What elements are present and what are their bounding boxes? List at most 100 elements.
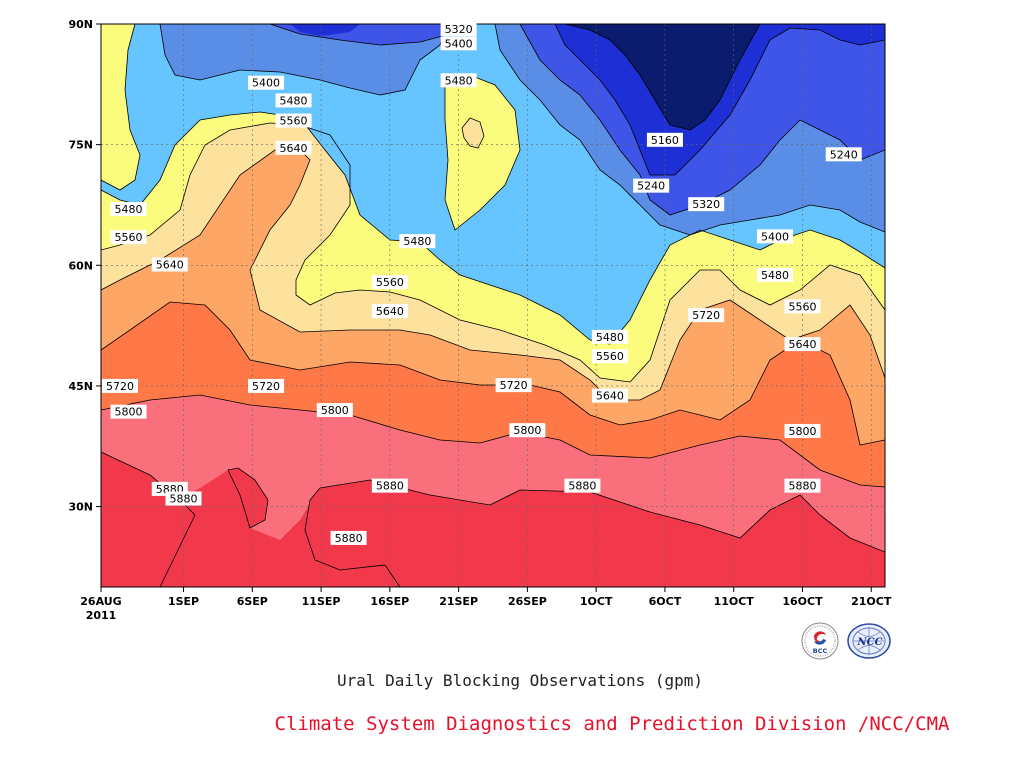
x-tick-label-11OCT: 11OCT (714, 595, 755, 608)
ncc-logo-text: NCC (856, 637, 882, 648)
contour-label-box (440, 22, 477, 36)
bcc-logo-text: BCC (813, 647, 828, 655)
contour-label-text: 5240 (637, 180, 665, 193)
contour-label-box (165, 491, 202, 506)
contour-label-text: 5400 (761, 230, 789, 243)
contour-label-5480: 5480 (110, 201, 147, 216)
contour-label-5720: 5720 (495, 378, 532, 393)
contour-5480 (101, 111, 885, 345)
contour-label-5720: 5720 (688, 308, 725, 323)
contour-label-text: 5560 (596, 350, 624, 363)
x-tick-label-26SEP: 26SEP (508, 595, 547, 608)
contour-label-box (371, 304, 408, 319)
x-tick-label-21OCT: 21OCT (851, 595, 892, 608)
contour-labels: 5320540054805400548055605640516052405240… (102, 22, 862, 545)
fill-band-5560-21sep-inner (462, 118, 484, 148)
contour-label-box (591, 388, 628, 403)
contour-label-box (509, 423, 546, 438)
fill-band-5880-low-center (305, 480, 885, 587)
contour-label-5800: 5800 (110, 404, 147, 419)
contour-label-text: 5560 (788, 300, 816, 313)
contour-5400 (159, 24, 446, 96)
contour-label-5320: 5320 (440, 22, 477, 36)
x-tick-label-11SEP: 11SEP (302, 595, 341, 608)
chart-title: Ural Daily Blocking Observations (gpm) (336, 671, 704, 690)
contour-label-box (784, 423, 821, 438)
contour-label-5800: 5800 (316, 403, 353, 418)
contour-5560 (101, 122, 885, 383)
contour-label-text: 5320 (692, 198, 720, 211)
contour-label-5880: 5880 (165, 491, 202, 506)
ncc-logo: NCC (847, 623, 891, 659)
contour-label-box (275, 93, 312, 108)
fill-band-5880-mid (228, 468, 268, 528)
contour-label-5880: 5880 (784, 478, 821, 493)
contour-label-5560: 5560 (371, 275, 408, 290)
contour-label-5480: 5480 (591, 329, 628, 344)
y-tick-label-90: 90N (68, 18, 93, 31)
contour-label-box (591, 329, 628, 344)
contour-label-text: 5480 (115, 203, 143, 216)
contour-5880-b (227, 467, 269, 529)
contour-label-5480: 5480 (275, 93, 312, 108)
x-tick-label-16SEP: 16SEP (370, 595, 409, 608)
contour-label-box (110, 404, 147, 419)
contour-label-text: 5720 (500, 379, 528, 392)
contour-label-box (784, 337, 821, 352)
contour-label-box (248, 75, 285, 90)
contour-label-box (784, 478, 821, 493)
contour-label-box (440, 36, 477, 51)
contour-label-5720: 5720 (102, 378, 138, 393)
contour-label-box (440, 73, 477, 88)
x-tick-label-6OCT: 6OCT (649, 595, 682, 608)
contour-label-text: 5480 (761, 269, 789, 282)
contour-label-text: 5800 (115, 406, 143, 419)
contour-label-text: 5880 (788, 480, 816, 493)
y-tick-label-75: 75N (68, 139, 93, 152)
contour-label-text: 5880 (170, 493, 198, 506)
contour-label-box (756, 267, 793, 282)
contour-label-5240: 5240 (633, 178, 670, 193)
contour-label-box (688, 197, 725, 212)
contour-label-text: 5480 (280, 94, 308, 107)
contour-label-5640: 5640 (371, 304, 408, 319)
contour-label-text: 5560 (115, 231, 143, 244)
contour-label-box (371, 478, 408, 493)
contour-label-box (102, 378, 138, 393)
contour-label-text: 5640 (376, 305, 404, 318)
contour-label-text: 5640 (280, 142, 308, 155)
contour-label-text: 5720 (106, 380, 134, 393)
contour-5160 (564, 24, 761, 131)
contour-label-5800: 5800 (784, 423, 821, 438)
contour-label-box (316, 403, 353, 418)
contour-label-box (275, 113, 312, 128)
contour-label-text: 5720 (692, 309, 720, 322)
x-tick-label-21SEP: 21SEP (439, 595, 478, 608)
contour-label-5560: 5560 (275, 113, 312, 128)
contour-label-text: 5480 (445, 74, 473, 87)
contour-label-text: 5880 (335, 532, 363, 545)
contour-label-5880: 5880 (371, 478, 408, 493)
contour-label-text: 5880 (568, 480, 596, 493)
contour-label-5640: 5640 (275, 140, 312, 155)
contour-label-text: 5560 (376, 276, 404, 289)
plot-frame (100, 23, 886, 588)
contour-label-5640: 5640 (784, 337, 821, 352)
contour-label-box (495, 378, 532, 393)
fill-band-5160-5240 (290, 24, 360, 36)
contour-label-box (825, 147, 862, 162)
contour-label-5320: 5320 (688, 197, 725, 212)
x-tick-label-16OCT: 16OCT (782, 595, 823, 608)
contour-label-5560: 5560 (784, 299, 821, 314)
contour-label-box (248, 378, 285, 393)
contour-5560-21sep (461, 117, 485, 149)
contour-label-box (330, 530, 367, 545)
contour-label-box (591, 349, 628, 364)
fill-band-5480-5560-21sep (445, 75, 520, 230)
contour-label-5480: 5480 (399, 234, 436, 249)
contour-label-5640: 5640 (151, 257, 188, 272)
fill-band-below-5160 (565, 24, 760, 130)
contour-label-text: 5640 (788, 338, 816, 351)
contour-label-5400: 5400 (248, 75, 285, 90)
